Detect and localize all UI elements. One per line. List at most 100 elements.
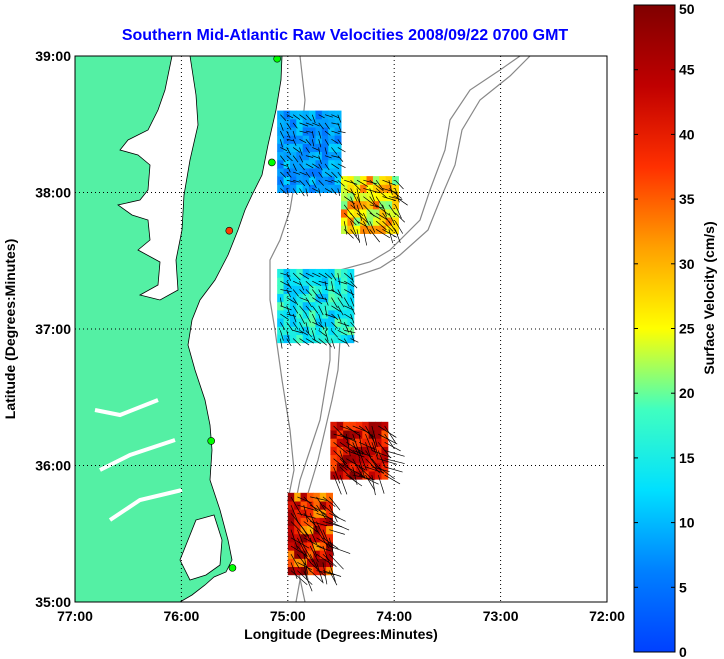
velocity-vector <box>350 297 355 307</box>
colorbar-tick-label: 20 <box>679 385 695 401</box>
velocity-vector <box>316 504 327 520</box>
velocity-vector <box>369 179 384 191</box>
velocity-vector <box>384 458 405 464</box>
velocity-vector <box>331 330 339 338</box>
velocity-vector <box>371 434 379 456</box>
velocity-vector <box>299 322 305 332</box>
velocity-vector <box>358 441 376 450</box>
velocity-vector <box>350 179 361 191</box>
colorbar-tick-label: 40 <box>679 126 695 142</box>
velocity-vector <box>375 196 384 209</box>
velocity-vector <box>292 272 301 281</box>
velocity-vector <box>280 163 288 167</box>
velocity-vector <box>293 179 300 183</box>
colorbar-label: Surface Velocity (cm/s) <box>701 221 717 374</box>
velocity-vector <box>290 529 298 550</box>
velocity-vector <box>318 171 323 178</box>
velocity-vector <box>318 155 322 164</box>
velocity-vector <box>358 458 366 479</box>
velocity-vector <box>369 221 376 233</box>
velocity-vector <box>292 305 299 314</box>
velocity-vector <box>309 504 327 515</box>
station-marker <box>273 56 281 63</box>
velocity-vector <box>322 504 340 519</box>
velocity-vector <box>318 330 327 337</box>
velocity-vector <box>358 474 379 485</box>
velocity-vector <box>333 425 348 441</box>
velocity-vector <box>303 521 318 533</box>
velocity-vector <box>318 163 323 171</box>
velocity-vector <box>382 204 387 217</box>
velocity-vector <box>297 521 310 537</box>
velocity-vector <box>316 553 334 566</box>
velocity-vector <box>329 496 341 511</box>
velocity-vector <box>384 433 395 449</box>
velocity-vector <box>286 272 292 281</box>
velocity-vector <box>305 130 313 133</box>
velocity-vector <box>290 562 298 579</box>
velocity-vector <box>280 130 285 139</box>
velocity-vector <box>388 196 403 201</box>
velocity-vector <box>318 280 328 284</box>
velocity-vector <box>337 289 343 299</box>
velocity-vector <box>290 570 308 586</box>
velocity-vector <box>344 179 358 185</box>
velocity-vector <box>311 131 314 138</box>
inland-river <box>108 488 183 522</box>
velocity-vector <box>311 171 315 179</box>
velocity-vector <box>365 425 375 444</box>
velocity-vector <box>318 130 322 139</box>
x-axis-ticks: 77:00 76:00 75:00 74:00 73:00 72:00 <box>57 608 625 624</box>
velocity-vector <box>378 425 397 438</box>
velocity-vector <box>377 442 391 459</box>
velocity-vector <box>305 180 311 187</box>
velocity-vector <box>339 450 346 468</box>
velocity-vector <box>303 545 314 563</box>
velocity-vector <box>311 180 317 189</box>
velocity-vector <box>299 163 305 171</box>
velocity-vector <box>305 139 312 146</box>
velocity-vector <box>312 297 323 305</box>
velocity-vector <box>369 196 378 208</box>
y-axis-label: Latitude (Degrees:Minutes) <box>2 239 18 419</box>
velocity-vector <box>280 272 291 277</box>
velocity-vector <box>318 139 322 148</box>
velocity-vector <box>293 171 301 175</box>
velocity-vector <box>356 229 361 243</box>
velocity-vector <box>299 179 306 187</box>
velocity-vector <box>358 425 374 438</box>
velocity-vector <box>388 204 397 216</box>
velocity-vector <box>352 442 361 459</box>
velocity-vector <box>375 229 391 239</box>
velocity-vector <box>290 521 307 538</box>
colorbar-tick-label: 15 <box>679 450 695 466</box>
velocity-vector <box>331 114 340 119</box>
x-tick-label: 75:00 <box>270 608 306 624</box>
velocity-vector <box>290 554 300 569</box>
velocity-vector <box>337 179 345 187</box>
station-marker <box>225 226 234 235</box>
velocity-vector <box>299 281 305 291</box>
velocity-vector <box>350 196 356 209</box>
velocity-vector <box>337 163 346 168</box>
velocity-vector <box>305 280 314 289</box>
velocity-vector <box>382 220 394 232</box>
velocity-vector <box>322 496 336 507</box>
velocity-vector <box>324 155 332 159</box>
velocity-vector <box>395 212 406 223</box>
velocity-vector <box>292 114 301 120</box>
velocity-vector <box>297 504 318 512</box>
velocity-vector <box>303 562 308 579</box>
velocity-vector <box>388 229 394 244</box>
velocity-vector <box>299 171 307 176</box>
velocity-vector <box>280 139 283 148</box>
velocity-vector <box>331 163 340 170</box>
velocity-vector <box>382 229 397 238</box>
velocity-vector <box>377 474 385 494</box>
velocity-vector <box>350 280 358 289</box>
velocity-vector <box>312 338 321 345</box>
velocity-vector <box>339 442 357 455</box>
velocity-vector <box>369 229 381 243</box>
velocity-vector <box>333 466 341 484</box>
velocity-vector <box>371 474 376 496</box>
